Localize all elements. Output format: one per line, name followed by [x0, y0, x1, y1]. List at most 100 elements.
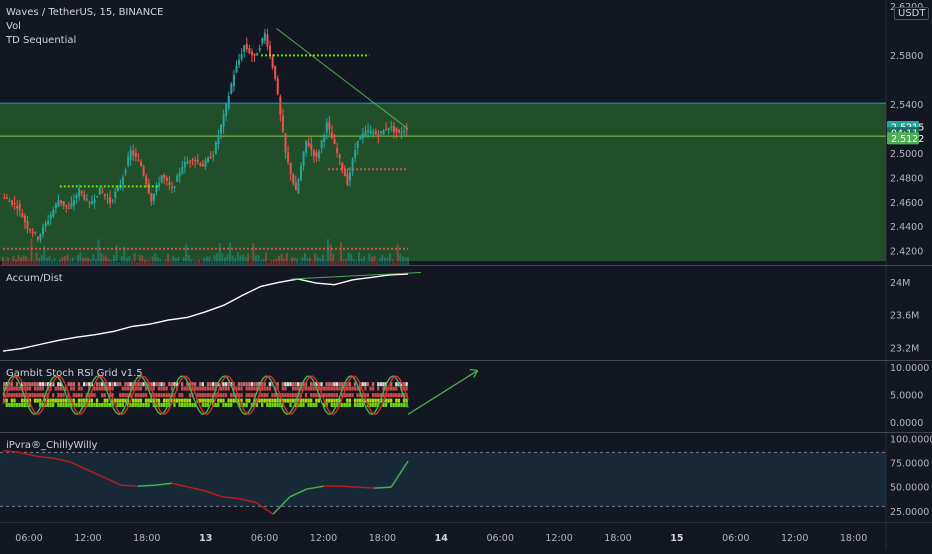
stoch-grid-cell — [351, 386, 354, 391]
stoch-grid-cell — [160, 402, 163, 407]
time-tick-label: 12:00 — [545, 533, 572, 544]
stoch-rsi-legend[interactable]: Gambit Stoch RSI Grid v1.5 — [6, 368, 143, 379]
stoch-grid-cell — [178, 393, 181, 398]
stoch-grid-cell — [137, 402, 140, 407]
candle-body — [70, 203, 73, 208]
stoch-grid-cell — [248, 393, 251, 398]
volume-bar — [208, 256, 211, 265]
candle-body — [11, 200, 14, 205]
stoch-grid-cell — [191, 402, 194, 407]
stoch-grid-cell — [121, 402, 124, 407]
candle-body — [269, 45, 272, 56]
stoch-grid-cell — [119, 393, 122, 398]
stoch-grid-cell — [28, 402, 32, 407]
stoch-grid-cell — [395, 398, 398, 403]
candle-body — [91, 201, 94, 205]
stoch-grid-cell — [144, 398, 148, 403]
volume-legend[interactable]: Vol — [6, 21, 21, 32]
stoch-grid-cell — [356, 398, 359, 403]
stoch-grid-cell — [279, 398, 282, 403]
candle-body — [194, 160, 197, 162]
currency-button[interactable]: USDT — [894, 7, 930, 20]
stoch-grid-cell — [217, 393, 220, 398]
stoch-grid-cell — [106, 386, 109, 391]
stoch-grid-cell — [227, 402, 230, 407]
accum-dist-legend[interactable]: Accum/Dist — [6, 273, 63, 284]
volume-bar — [285, 253, 288, 265]
volume-bar — [298, 261, 301, 265]
candle-body — [101, 191, 104, 193]
stoch-grid-cell — [62, 398, 65, 403]
stoch-grid-cell — [235, 393, 238, 398]
candle-body — [225, 103, 228, 116]
candle-body — [377, 134, 380, 138]
volume-bar — [187, 254, 190, 265]
stoch-grid-cell — [201, 393, 204, 398]
ipvra-band — [0, 452, 886, 507]
volume-bar — [365, 260, 368, 265]
stoch-grid-cell — [261, 393, 264, 398]
stoch-grid-cell — [62, 402, 65, 407]
volume-bar — [404, 257, 407, 265]
stoch-grid-cell — [13, 398, 16, 403]
stoch-grid-cell — [343, 386, 346, 391]
stoch-grid-cell — [46, 398, 50, 403]
stoch-grid-cell — [211, 382, 215, 387]
ipvra-legend[interactable]: iPvra®_ChillyWilly — [6, 440, 98, 451]
stoch-grid-cell — [390, 382, 393, 387]
stoch-grid-cell — [134, 386, 137, 391]
stoch-grid-cell — [186, 382, 189, 387]
stoch-grid-cell — [276, 402, 279, 407]
volume-bar — [136, 261, 139, 265]
volume-bar — [56, 261, 59, 265]
stoch-grid-cell — [230, 393, 233, 398]
stoch-grid-cell — [75, 393, 78, 398]
stoch-grid-cell — [39, 402, 42, 407]
accum-tick-label: 23.6M — [890, 311, 919, 322]
candle-body — [349, 172, 352, 181]
stoch-grid-cell — [395, 382, 398, 387]
stoch-grid-cell — [284, 393, 287, 398]
stoch-grid-cell — [307, 402, 310, 407]
stoch-grid-cell — [240, 393, 243, 398]
stoch-grid-cell — [168, 393, 171, 398]
stoch-grid-cell — [297, 386, 300, 391]
candle-body — [207, 157, 210, 162]
candle-body — [243, 45, 246, 52]
time-tick-label: 06:00 — [15, 533, 42, 544]
stoch-grid-cell — [8, 386, 11, 391]
stoch-grid-cell — [93, 386, 96, 391]
stoch-grid-cell — [340, 402, 344, 407]
stoch-grid-cell — [302, 382, 305, 387]
ipvra-line-segment — [255, 501, 274, 515]
volume-bar — [164, 259, 167, 265]
stoch-grid-cell — [284, 386, 287, 391]
stoch-grid-cell — [299, 398, 302, 403]
stoch-grid-cell — [137, 398, 140, 403]
stoch-grid-cell — [405, 386, 408, 391]
stoch-grid-cell — [312, 393, 315, 398]
td-sequential-legend[interactable]: TD Sequential — [6, 35, 77, 46]
stoch-grid-cell — [21, 382, 24, 387]
stoch-grid-cell — [377, 398, 380, 403]
volume-bar — [174, 257, 177, 265]
stoch-grid-cell — [322, 393, 326, 398]
candle-body — [189, 160, 192, 162]
candle-body — [294, 182, 297, 191]
volume-bar — [180, 261, 183, 265]
candle-body — [403, 130, 406, 132]
time-tick-label: 18:00 — [604, 533, 631, 544]
stoch-grid-cell — [261, 398, 264, 403]
stoch-grid-cell — [157, 382, 161, 387]
candle-body — [240, 54, 243, 60]
volume-bar — [61, 257, 64, 265]
volume-bar — [383, 257, 386, 265]
stoch-grid-cell — [101, 382, 104, 387]
symbol-legend[interactable]: Waves / TetherUS, 15, BINANCE — [6, 7, 164, 18]
volume-bar — [296, 258, 299, 265]
stoch-grid-cell — [188, 393, 192, 398]
stoch-grid-cell — [390, 402, 393, 407]
price-tick-label: 2.4800 — [890, 173, 923, 184]
